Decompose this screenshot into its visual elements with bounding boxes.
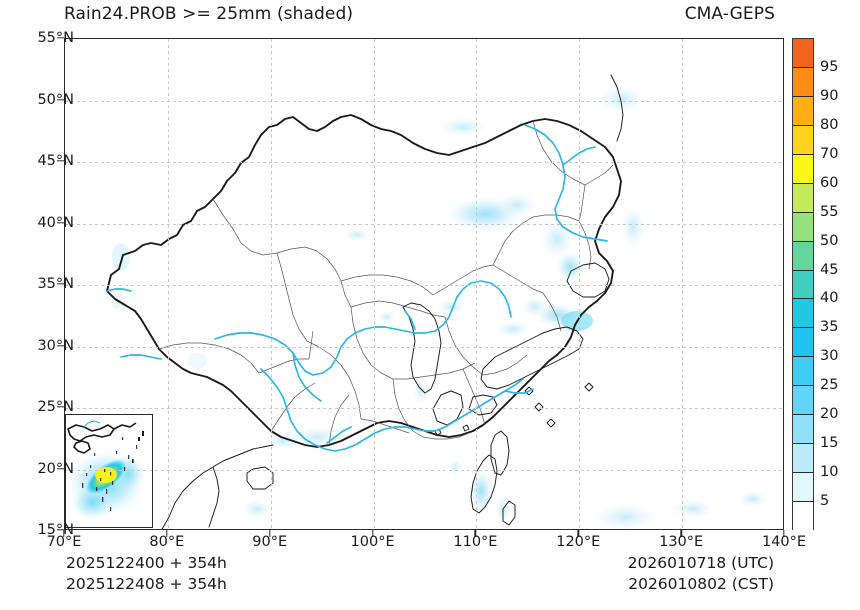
coastlines xyxy=(161,74,624,529)
colorbar[interactable] xyxy=(792,38,814,531)
y-tick-mark xyxy=(57,344,64,347)
colorbar-tick-label: 55 xyxy=(820,203,839,220)
y-tick-label: 30°N xyxy=(37,337,74,354)
x-tick-mark xyxy=(371,530,374,537)
colorbar-tick-label: 20 xyxy=(820,406,839,423)
colorbar-cell xyxy=(793,473,813,503)
colorbar-cell xyxy=(793,125,813,155)
x-tick-mark xyxy=(577,530,579,537)
y-tick-mark xyxy=(57,98,64,101)
y-tick-mark xyxy=(57,529,64,531)
colorbar-tick-label: 80 xyxy=(820,116,839,133)
y-tick-mark xyxy=(57,221,64,224)
valid-time-utc: 2026010718 (UTC) xyxy=(627,554,774,572)
y-tick-mark xyxy=(57,160,64,162)
colorbar-tick-label: 5 xyxy=(820,493,830,510)
colorbar-cell xyxy=(793,241,813,271)
colorbar-tick-label: 35 xyxy=(820,319,839,336)
y-tick-mark xyxy=(57,406,64,408)
precip-shading xyxy=(111,85,769,529)
colorbar-cell xyxy=(793,212,813,242)
y-tick-label: 50°N xyxy=(37,91,74,108)
x-tick-mark xyxy=(63,530,65,537)
province-borders xyxy=(158,120,614,446)
gridline-vertical xyxy=(682,39,684,529)
init-time-cst: 2025122408 + 354h xyxy=(66,575,227,593)
y-tick-label: 15°N xyxy=(37,522,74,538)
colorbar-cell xyxy=(793,183,813,213)
y-tick-label: 25°N xyxy=(37,399,74,415)
gridline-vertical xyxy=(373,39,375,529)
gridline-vertical xyxy=(579,39,581,529)
init-time-utc: 2025122400 + 354h xyxy=(66,554,227,572)
map-canvas xyxy=(106,74,769,529)
gridline-vertical xyxy=(270,39,272,529)
gridline-horizontal xyxy=(65,285,783,286)
colorbar-tick-label: 50 xyxy=(820,232,839,249)
colorbar-tick-label: 15 xyxy=(820,435,839,452)
x-tick-label: 140°E xyxy=(761,534,807,550)
national-borders xyxy=(106,114,622,448)
colorbar-cell xyxy=(793,415,813,445)
x-tick-label: 130°E xyxy=(659,534,704,550)
colorbar-tick-label: 30 xyxy=(820,348,839,365)
colorbar-cell xyxy=(793,386,813,416)
y-tick-label: 35°N xyxy=(37,276,74,292)
colorbar-cell xyxy=(793,270,813,300)
gridline-horizontal xyxy=(65,223,783,225)
y-tick-mark xyxy=(57,283,64,285)
x-tick-mark xyxy=(680,530,682,537)
colorbar-cell xyxy=(793,39,813,68)
x-tick-label: 70°E xyxy=(46,534,82,550)
x-tick-label: 110°E xyxy=(453,534,498,550)
y-tick-label: 45°N xyxy=(37,153,74,169)
x-tick-label: 80°E xyxy=(149,534,185,550)
y-tick-label: 55°N xyxy=(37,30,74,46)
colorbar-cell xyxy=(793,502,813,531)
colorbar-tick-label: 90 xyxy=(820,87,839,104)
page-title: Rain24.PROB >= 25mm (shaded) xyxy=(64,4,354,24)
colorbar-tick-label: 45 xyxy=(820,261,839,278)
x-tick-mark xyxy=(474,530,477,537)
colorbar-tick-label: 25 xyxy=(820,377,839,394)
colorbar-tick-label: 95 xyxy=(820,58,839,75)
y-tick-mark xyxy=(57,467,64,470)
inset-canvas xyxy=(66,415,152,527)
x-tick-mark xyxy=(783,530,785,537)
model-label: CMA-GEPS xyxy=(684,4,775,24)
colorbar-tick-label: 10 xyxy=(820,464,839,481)
colorbar-cell xyxy=(793,154,813,184)
colorbar-cell xyxy=(793,299,813,329)
colorbar-cell xyxy=(793,67,813,97)
map-plot-area[interactable] xyxy=(64,38,784,530)
colorbar-tick-label: 60 xyxy=(820,174,839,191)
gridline-horizontal xyxy=(65,162,783,163)
gridline-vertical xyxy=(476,39,478,529)
gridline-horizontal xyxy=(65,469,783,471)
colorbar-cell xyxy=(793,96,813,126)
gridline-vertical xyxy=(167,39,169,529)
y-tick-mark xyxy=(57,37,64,39)
gridline-horizontal xyxy=(65,408,783,409)
colorbar-cell xyxy=(793,444,813,474)
gridline-horizontal xyxy=(65,346,783,348)
x-tick-label: 120°E xyxy=(556,534,601,550)
x-tick-mark xyxy=(166,530,168,537)
gridline-horizontal xyxy=(65,100,783,102)
x-tick-mark xyxy=(269,530,271,537)
x-tick-label: 100°E xyxy=(350,534,395,550)
y-tick-label: 20°N xyxy=(37,460,74,477)
inset-map[interactable] xyxy=(65,414,153,528)
colorbar-tick-label: 70 xyxy=(820,145,839,162)
x-tick-label: 90°E xyxy=(252,534,288,550)
colorbar-tick-label: 40 xyxy=(820,290,839,307)
valid-time-cst: 2026010802 (CST) xyxy=(628,575,774,593)
y-tick-label: 40°N xyxy=(37,214,74,231)
colorbar-cell xyxy=(793,357,813,387)
colorbar-cell xyxy=(793,328,813,358)
